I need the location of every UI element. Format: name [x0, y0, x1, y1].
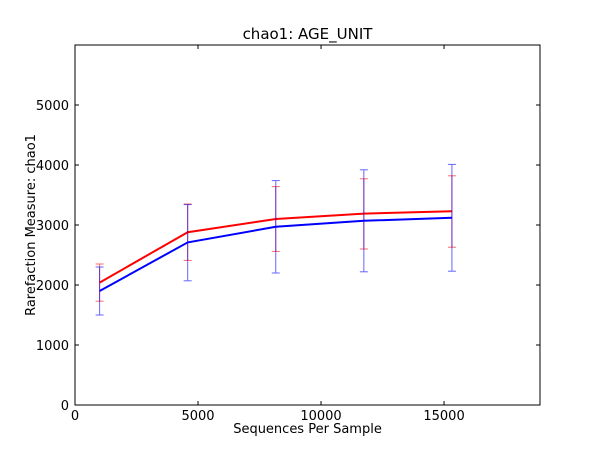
x-tick-label: 0 [71, 409, 79, 424]
chart-title: chao1: AGE_UNIT [243, 25, 374, 44]
y-tick-label: 3000 [36, 219, 69, 234]
error-bar [183, 204, 192, 282]
y-axis-ticks: 0 1000 2000 3000 4000 5000 [36, 99, 540, 414]
series-layer [95, 163, 456, 316]
y-tick-label: 2000 [36, 279, 69, 294]
y-tick-label: 0 [61, 399, 69, 414]
y-tick-label: 1000 [36, 339, 69, 354]
x-tick-label: 5000 [181, 409, 214, 424]
plot-area: 0 5000 10000 15000 0 1000 2000 3000 4000 5000 [36, 44, 541, 424]
series-2 [95, 163, 456, 316]
x-tick-label: 10000 [300, 409, 341, 424]
error-bar [271, 180, 280, 274]
x-axis-ticks: 0 5000 10000 15000 [71, 45, 465, 424]
error-bar [359, 169, 368, 273]
y-tick-label: 5000 [36, 99, 69, 114]
x-axis-label: Sequences Per Sample [233, 422, 382, 437]
error-bar [447, 163, 456, 272]
error-bar [95, 266, 104, 316]
x-tick-label: 15000 [423, 409, 464, 424]
y-axis-label: Rarefaction Measure: chao1 [24, 134, 39, 316]
y-tick-label: 4000 [36, 159, 69, 174]
